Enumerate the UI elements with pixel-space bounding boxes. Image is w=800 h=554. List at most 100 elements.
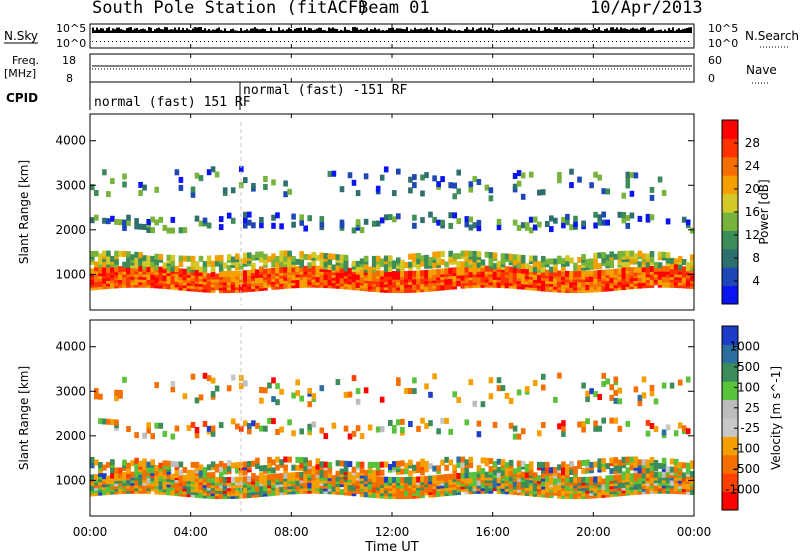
velocity-cell [106, 475, 111, 482]
velocity-cell [162, 460, 168, 467]
power-cell [291, 266, 296, 273]
velocity-cell [351, 466, 357, 473]
power-cell [593, 211, 598, 218]
nsearch-dot [100, 41, 101, 42]
velocity-cell [146, 477, 151, 484]
velocity-cell [524, 463, 530, 470]
nsearch-dot [216, 41, 217, 42]
velocity-cell [190, 461, 196, 468]
power-cell [601, 188, 606, 195]
power-cell [383, 263, 389, 270]
power-cell [408, 261, 413, 268]
power-cell [230, 256, 236, 263]
power-cell [601, 269, 606, 276]
nsearch-dot [416, 41, 417, 42]
velocity-cell [476, 479, 482, 486]
velocity-cell [520, 460, 526, 467]
power-cell [597, 263, 602, 270]
velocity-cell [263, 465, 268, 472]
power-cell [512, 219, 518, 226]
nsky-bar [130, 27, 132, 33]
power-cell [456, 261, 461, 268]
nsky-bar [256, 28, 258, 33]
power-cell [532, 261, 538, 267]
power-cell [585, 258, 590, 265]
power-cell [90, 184, 95, 191]
velocity-cell [488, 466, 494, 473]
power-cell [408, 270, 413, 277]
power-cell [512, 254, 518, 261]
nsearch-dot [396, 41, 397, 42]
power-cell [420, 217, 425, 224]
power-cell [106, 218, 111, 225]
velocity-cell [251, 486, 256, 493]
velocity-cell [263, 387, 268, 394]
power-cell [263, 253, 268, 260]
power-cell [94, 261, 99, 268]
velocity-cell [110, 472, 115, 479]
nsky-bar [516, 29, 518, 33]
velocity-cell [601, 483, 606, 490]
velocity-cell [597, 476, 602, 483]
velocity-cell [428, 475, 433, 482]
nsky-bar [286, 29, 288, 33]
velocity-cell [561, 461, 566, 468]
power-cell [396, 271, 401, 277]
power-cell [492, 263, 498, 270]
velocity-cell [685, 428, 691, 435]
velocity-cell [355, 388, 361, 395]
power-cell [392, 216, 397, 223]
velocity-cell [629, 464, 635, 471]
nsky-bar [452, 30, 454, 33]
nsky-bar [486, 29, 488, 33]
velocity-cell [456, 461, 461, 468]
power-cell [122, 251, 127, 257]
power-cell [601, 285, 606, 292]
power-cell [444, 268, 449, 275]
power-cell [436, 219, 441, 226]
power-cell [303, 265, 308, 272]
power-cell [541, 189, 546, 196]
velocity-cell [371, 461, 377, 468]
power-cell [537, 221, 542, 228]
nsky-bar [484, 27, 486, 33]
nsky-bar [502, 30, 504, 33]
velocity-cell [351, 375, 357, 382]
nsky-bar [264, 29, 266, 33]
velocity-cell [178, 461, 184, 468]
nsky-bar [548, 28, 550, 33]
velocity-cell [379, 396, 385, 403]
velocity-cell [218, 471, 224, 478]
power-cell [625, 222, 631, 229]
power-cell [198, 175, 204, 182]
velocity-cell [142, 469, 147, 476]
velocity-cell [299, 462, 304, 469]
power-cell [524, 267, 530, 274]
power-cell [247, 270, 252, 276]
velocity-cell [541, 461, 546, 468]
power-cell [404, 271, 409, 277]
power-cell [577, 265, 582, 271]
velocity-cell [243, 420, 248, 427]
power-cell [134, 218, 139, 225]
nsky-bar [506, 27, 508, 33]
nsky-bar [114, 29, 116, 33]
power-cell [150, 216, 155, 223]
power-cell [573, 262, 578, 269]
nsky-bar [536, 30, 538, 33]
power-cell [363, 218, 369, 225]
velocity-cell [484, 457, 490, 464]
power-cell [355, 260, 361, 267]
nsky-bar [198, 27, 200, 33]
velocity-cell [581, 460, 586, 466]
velocity-cell [307, 468, 312, 475]
velocity-cell [440, 417, 445, 424]
power-cell [464, 221, 470, 228]
nsky-tick-top: 10^5 [56, 22, 86, 35]
power-cell [146, 266, 151, 272]
nsky-bar [412, 29, 414, 33]
nsearch-dot [524, 41, 525, 42]
power-cell [243, 270, 248, 277]
velocity-cell [166, 473, 172, 480]
power-cell [480, 259, 486, 266]
